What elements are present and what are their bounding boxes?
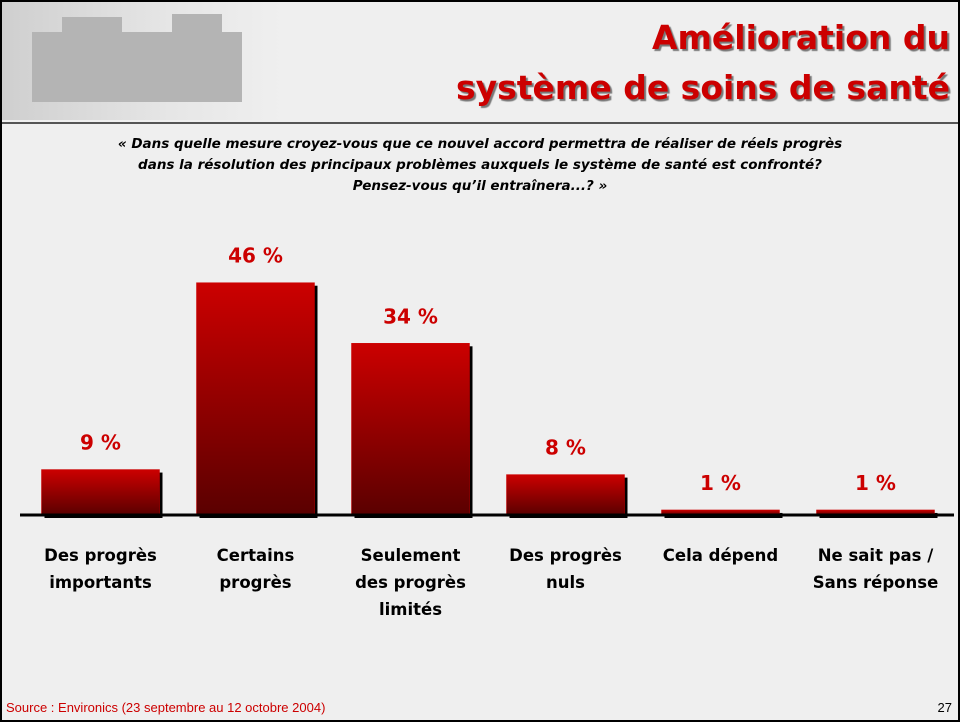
value-label: 1 %: [700, 471, 741, 495]
value-label: 8 %: [545, 436, 586, 460]
page-number: 27: [938, 700, 952, 715]
value-label: 46 %: [228, 244, 283, 268]
category-line: nuls: [491, 569, 641, 596]
bar: [42, 470, 160, 515]
category-line: Cela dépend: [646, 542, 796, 569]
category-line: Seulement: [336, 542, 486, 569]
bar: [197, 283, 315, 515]
category-line: des progrès: [336, 569, 486, 596]
category-line: limités: [336, 596, 486, 623]
category-line: Des progrès: [26, 542, 176, 569]
value-label: 34 %: [383, 304, 438, 328]
category-line: Ne sait pas /: [801, 542, 951, 569]
slide: Amélioration du système de soins de sant…: [0, 0, 960, 722]
source: Source : Environics (23 septembre au 12 …: [6, 700, 325, 715]
category-line: importants: [26, 569, 176, 596]
bar: [352, 343, 470, 515]
category-line: Certains: [181, 542, 331, 569]
category-line: Sans réponse: [801, 569, 951, 596]
value-label: 1 %: [855, 471, 896, 495]
category-label: Cela dépend: [646, 542, 796, 569]
category-line: progrès: [181, 569, 331, 596]
bar: [507, 475, 625, 515]
category-label: Ne sait pas /Sans réponse: [801, 542, 951, 596]
category-line: Des progrès: [491, 542, 641, 569]
value-label: 9 %: [80, 431, 121, 455]
